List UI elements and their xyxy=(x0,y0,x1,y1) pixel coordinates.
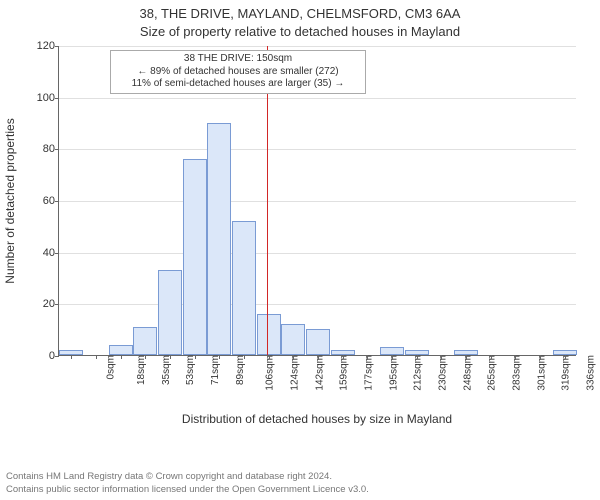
x-tick-label: 71sqm xyxy=(204,355,221,385)
bar xyxy=(306,329,330,355)
gridline xyxy=(59,304,576,305)
x-tick-label: 177sqm xyxy=(358,355,375,391)
bar xyxy=(207,123,231,356)
y-tick-label: 80 xyxy=(21,143,55,155)
x-tick-label: 319sqm xyxy=(555,355,572,391)
y-tick-label: 0 xyxy=(21,350,55,362)
x-tick-label: 124sqm xyxy=(284,355,301,391)
x-tick-label: 159sqm xyxy=(333,355,350,391)
y-axis-label: Number of detached properties xyxy=(3,46,17,356)
x-tick-label: 301sqm xyxy=(530,355,547,391)
title-sub: Size of property relative to detached ho… xyxy=(0,24,600,39)
y-tick-label: 40 xyxy=(21,247,55,259)
bar xyxy=(183,159,207,355)
bar xyxy=(109,345,133,355)
annotation-box: 38 THE DRIVE: 150sqm← 89% of detached ho… xyxy=(110,50,366,94)
x-tick-label: 283sqm xyxy=(506,355,523,391)
gridline xyxy=(59,46,576,47)
footer-line-2: Contains public sector information licen… xyxy=(6,484,369,496)
gridline xyxy=(59,149,576,150)
x-tick-label: 265sqm xyxy=(481,355,498,391)
x-tick-label: 212sqm xyxy=(407,355,424,391)
title-main: 38, THE DRIVE, MAYLAND, CHELMSFORD, CM3 … xyxy=(0,6,600,21)
x-tick-label: 248sqm xyxy=(456,355,473,391)
x-tick-label: 106sqm xyxy=(259,355,276,391)
gridline xyxy=(59,201,576,202)
y-tick-label: 120 xyxy=(21,40,55,52)
annotation-line: 11% of semi-detached houses are larger (… xyxy=(115,78,361,91)
x-tick-label: 195sqm xyxy=(382,355,399,391)
x-tick-label: 53sqm xyxy=(179,355,196,385)
footer-line-1: Contains HM Land Registry data © Crown c… xyxy=(6,471,369,483)
footer-attribution: Contains HM Land Registry data © Crown c… xyxy=(6,471,369,496)
x-tick-label: 336sqm xyxy=(580,355,597,391)
annotation-line: 38 THE DRIVE: 150sqm xyxy=(115,53,361,66)
y-tick-label: 20 xyxy=(21,298,55,310)
x-axis-label: Distribution of detached houses by size … xyxy=(58,412,576,426)
x-tick-label: 89sqm xyxy=(229,355,246,385)
x-tick-label: 18sqm xyxy=(130,355,147,385)
bar xyxy=(133,327,157,355)
gridline xyxy=(59,98,576,99)
y-tick-label: 60 xyxy=(21,195,55,207)
bar xyxy=(257,314,281,355)
chart-container: 38, THE DRIVE, MAYLAND, CHELMSFORD, CM3 … xyxy=(0,0,600,460)
x-tick-label: 230sqm xyxy=(432,355,449,391)
gridline xyxy=(59,253,576,254)
bar xyxy=(158,270,182,355)
annotation-line: ← 89% of detached houses are smaller (27… xyxy=(115,66,361,79)
x-tick-label: 0sqm xyxy=(100,355,117,379)
bar xyxy=(380,347,404,355)
x-tick-label: 142sqm xyxy=(308,355,325,391)
bar xyxy=(281,324,305,355)
y-tick-label: 100 xyxy=(21,92,55,104)
x-tick-label: 35sqm xyxy=(155,355,172,385)
bar xyxy=(232,221,256,355)
